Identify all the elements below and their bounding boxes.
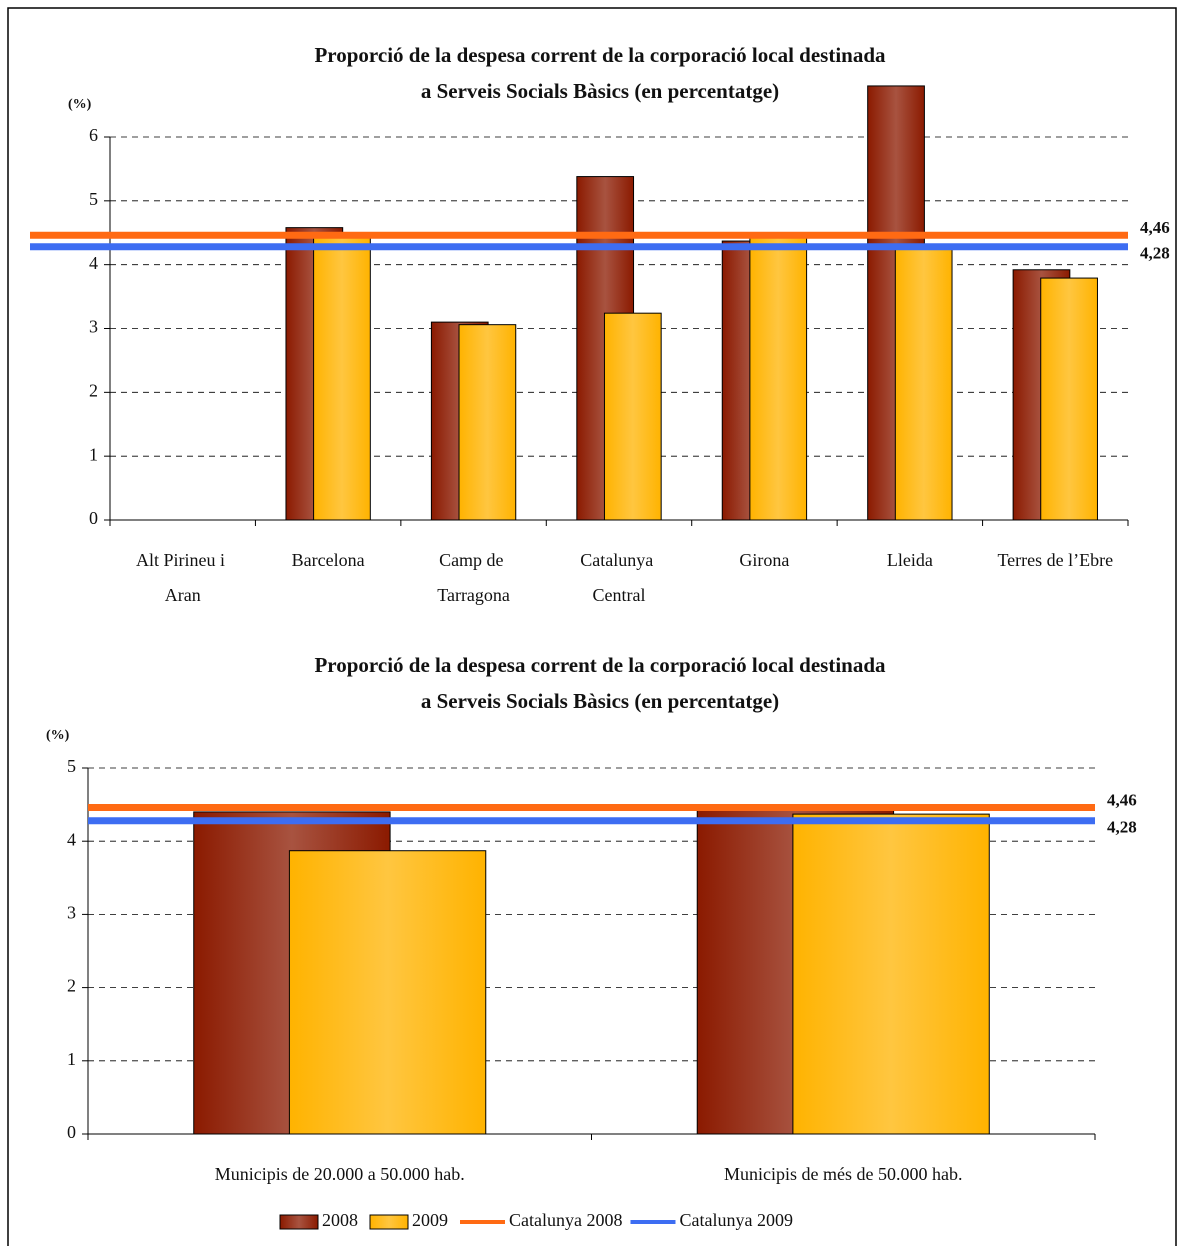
chart-title: a Serveis Socials Bàsics (en percentatge… — [421, 689, 779, 713]
y-tick-label: 3 — [89, 317, 98, 337]
bar — [1040, 277, 1098, 521]
y-tick-label: 3 — [67, 903, 76, 923]
x-tick-label: Municipis de més de 50.000 hab. — [724, 1164, 962, 1184]
x-tick-label: Barcelona — [292, 550, 365, 570]
chart-title: a Serveis Socials Bàsics (en percentatge… — [421, 79, 779, 103]
legend-label: 2008 — [322, 1210, 358, 1230]
bar — [894, 245, 953, 521]
y-tick-label: 0 — [67, 1122, 76, 1142]
legend-label: Catalunya 2009 — [679, 1210, 792, 1230]
y-tick-label: 5 — [89, 189, 98, 209]
reference-label: 4,46 — [1140, 218, 1170, 237]
x-tick-label: Camp de Tarragona — [437, 550, 510, 605]
chart-title: Proporció de la despesa corrent de la co… — [314, 653, 886, 677]
y-tick-label: 0 — [89, 508, 98, 528]
reference-label: 4,46 — [1107, 790, 1137, 809]
x-tick-label: Municipis de 20.000 a 50.000 hab. — [215, 1164, 465, 1184]
bar — [313, 232, 371, 521]
y-tick-label: 1 — [67, 1049, 76, 1069]
bar — [603, 312, 662, 521]
x-tick-label: Girona — [739, 550, 789, 570]
y-tick-label: 6 — [89, 125, 98, 145]
chart-title: Proporció de la despesa corrent de la co… — [314, 43, 886, 67]
y-tick-label: 4 — [89, 253, 98, 273]
y-tick-label: 2 — [67, 976, 76, 996]
y-tick-label: 1 — [89, 444, 98, 464]
y-tick-label: 5 — [67, 756, 76, 776]
x-tick-label: Terres de l’Ebre — [997, 550, 1113, 570]
y-tick-label: 2 — [89, 380, 98, 400]
x-tick-label: Lleida — [887, 550, 933, 570]
y-tick-label: 4 — [67, 829, 76, 849]
legend-swatch — [369, 1214, 409, 1230]
bar — [458, 324, 517, 521]
bar — [288, 850, 487, 1135]
x-tick-label: Alt Pirineu i Aran — [136, 550, 230, 605]
reference-label: 4,28 — [1107, 818, 1137, 837]
legend-swatch — [279, 1214, 319, 1230]
legend-label: 2009 — [412, 1210, 448, 1230]
bar — [792, 813, 990, 1135]
bar — [749, 233, 808, 521]
x-tick-label: Catalunya Central — [580, 550, 657, 605]
frame — [7, 7, 1177, 1246]
y-axis-label: (%) — [68, 97, 92, 112]
reference-label: 4,28 — [1140, 244, 1170, 263]
y-axis-label: (%) — [46, 728, 70, 743]
legend-label: Catalunya 2008 — [509, 1210, 622, 1230]
